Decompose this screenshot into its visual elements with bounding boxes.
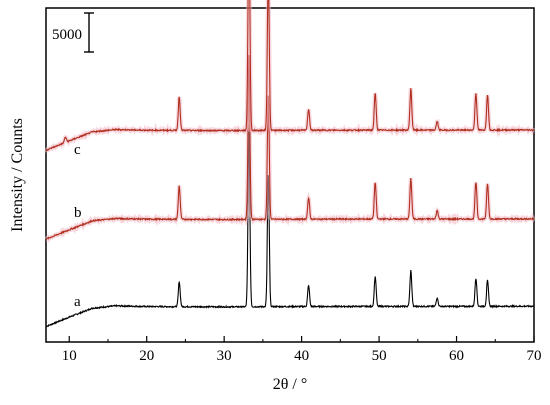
x-tick-label: 30 — [217, 348, 232, 364]
x-axis-title: 2θ / ° — [273, 376, 308, 393]
scale-bar: 5000 — [52, 12, 94, 53]
y-axis-title: Intensity / Counts — [9, 118, 26, 232]
x-tick-label: 50 — [372, 348, 387, 364]
plot-frame — [45, 7, 535, 343]
scale-bar-label: 5000 — [52, 27, 82, 43]
series-c-halo — [44, 0, 536, 153]
series-a-line — [45, 131, 535, 328]
series-layer — [44, 0, 536, 328]
series-c-line — [45, 0, 535, 152]
series-label-c: c — [74, 142, 81, 158]
x-tick-label: 40 — [294, 348, 309, 364]
x-tick-label: 70 — [527, 348, 542, 364]
series-b-line — [45, 55, 534, 241]
x-tick-label: 20 — [139, 348, 154, 364]
x-tick-label: 60 — [449, 348, 464, 364]
series-label-a: a — [74, 294, 81, 310]
x-axis: 10 20 30 40 50 60 70 — [62, 336, 542, 364]
series-b-halo — [44, 55, 536, 244]
series-label-b: b — [74, 205, 82, 221]
plot-area: 10 20 30 40 50 60 70 — [44, 0, 542, 364]
x-tick-label: 10 — [62, 348, 77, 364]
